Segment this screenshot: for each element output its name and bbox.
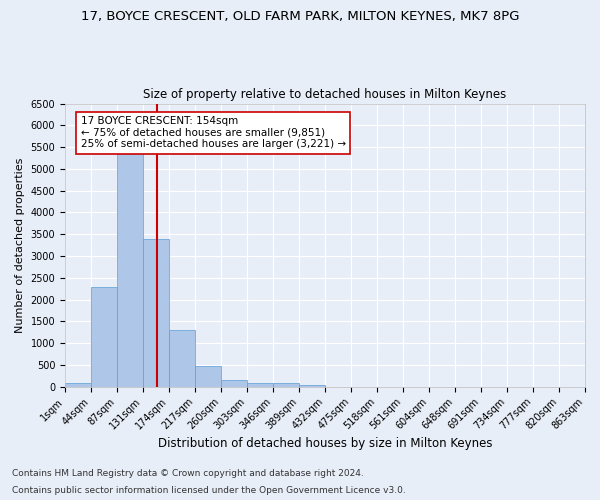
Bar (221, 380, 247, 386)
Bar (91, 288, 117, 386)
Bar (195, 366, 221, 386)
Text: Contains HM Land Registry data © Crown copyright and database right 2024.: Contains HM Land Registry data © Crown c… (12, 468, 364, 477)
Text: 17 BOYCE CRESCENT: 154sqm
← 75% of detached houses are smaller (9,851)
25% of se: 17 BOYCE CRESCENT: 154sqm ← 75% of detac… (80, 116, 346, 150)
Y-axis label: Number of detached properties: Number of detached properties (15, 158, 25, 333)
Bar (143, 240, 169, 386)
Bar (117, 150, 143, 386)
Bar (169, 330, 195, 386)
X-axis label: Distribution of detached houses by size in Milton Keynes: Distribution of detached houses by size … (158, 437, 492, 450)
Text: Contains public sector information licensed under the Open Government Licence v3: Contains public sector information licen… (12, 486, 406, 495)
Bar (273, 383, 299, 386)
Text: 17, BOYCE CRESCENT, OLD FARM PARK, MILTON KEYNES, MK7 8PG: 17, BOYCE CRESCENT, OLD FARM PARK, MILTO… (81, 10, 519, 23)
Bar (65, 383, 91, 386)
Title: Size of property relative to detached houses in Milton Keynes: Size of property relative to detached ho… (143, 88, 506, 101)
Bar (247, 383, 273, 386)
